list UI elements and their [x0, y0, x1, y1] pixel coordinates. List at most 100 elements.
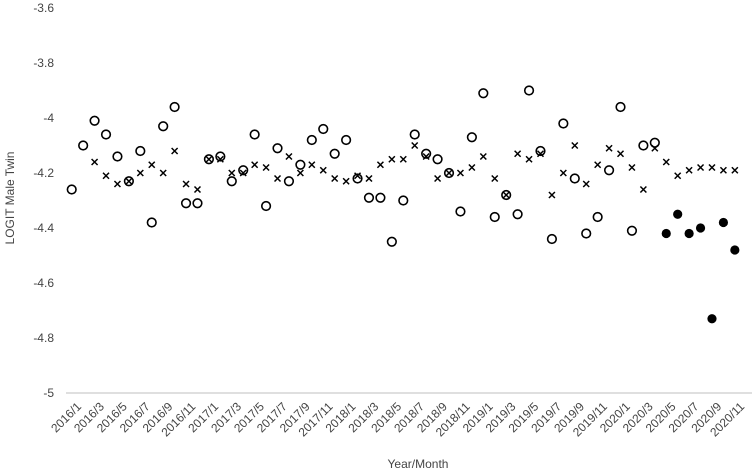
- x-marker-point: [571, 141, 579, 150]
- open-circle-point: [295, 159, 306, 170]
- open-circle-point: [226, 176, 237, 187]
- filled-circle-point: [695, 223, 706, 233]
- open-circle-point: [203, 154, 215, 165]
- x-marker-point: [639, 185, 647, 194]
- x-marker-point: [354, 172, 362, 180]
- open-circle-point: [421, 148, 432, 159]
- open-circle-point: [283, 176, 295, 187]
- x-marker-point: [193, 185, 202, 194]
- data-points: [66, 85, 740, 324]
- open-circle-point: [558, 118, 569, 129]
- filled-circle-point: [707, 314, 717, 324]
- x-marker-point: [296, 169, 304, 177]
- open-circle-point: [375, 192, 386, 203]
- x-marker-point: [525, 155, 533, 163]
- x-marker-point: [136, 169, 144, 177]
- x-marker-point: [376, 161, 384, 169]
- open-circle-point: [89, 115, 100, 126]
- y-tick-label: -4.8: [33, 331, 54, 345]
- x-marker-point: [662, 158, 670, 166]
- x-marker-point: [159, 169, 167, 177]
- x-marker-point: [388, 155, 396, 163]
- open-circle-point: [169, 101, 180, 113]
- open-circle-point: [260, 200, 272, 212]
- x-marker-point: [468, 163, 476, 172]
- x-marker-point: [125, 177, 133, 185]
- open-circle-point: [135, 145, 146, 157]
- x-marker-point: [514, 150, 522, 158]
- x-marker-point: [491, 174, 499, 183]
- x-marker-point: [582, 180, 590, 188]
- open-circle-point: [66, 184, 77, 195]
- open-circle-point: [489, 211, 500, 223]
- open-circle-point: [272, 143, 283, 154]
- filled-circle-point: [718, 217, 729, 228]
- open-circle-point: [123, 176, 134, 187]
- x-marker-point: [91, 158, 99, 166]
- x-marker-point: [616, 150, 625, 158]
- open-circle-point: [512, 209, 523, 220]
- open-circle-point: [363, 192, 375, 203]
- open-circle-point: [192, 198, 203, 209]
- x-marker-point: [205, 155, 213, 163]
- x-marker-point: [262, 163, 270, 172]
- y-axis-label: LOGIT Male Twin: [3, 152, 17, 245]
- x-marker-point: [182, 180, 190, 188]
- x-marker-point: [273, 174, 282, 183]
- x-marker-point: [651, 144, 659, 152]
- open-circle-point: [581, 228, 592, 239]
- y-tick-label: -4.4: [33, 221, 54, 235]
- y-tick-label: -4: [43, 111, 54, 125]
- x-marker-point: [719, 166, 727, 174]
- x-marker-point: [434, 174, 442, 183]
- x-marker-point: [605, 144, 613, 152]
- x-marker-point: [708, 163, 716, 172]
- open-circle-point: [100, 129, 112, 140]
- open-circle-point: [180, 198, 192, 209]
- filled-circle-point: [661, 228, 671, 239]
- open-circle-point: [318, 123, 329, 135]
- y-axis: -3.6 -3.8 -4 -4.2 -4.4 -4.6 -4.8 -5: [33, 1, 54, 400]
- open-circle-point: [535, 145, 546, 157]
- x-marker-point: [228, 169, 236, 177]
- x-axis: 2016/12016/32016/52016/72016/92016/11201…: [48, 392, 752, 439]
- open-circle-point: [78, 140, 89, 151]
- x-marker-point: [674, 172, 682, 180]
- open-circle-point: [409, 129, 420, 140]
- y-tick-label: -4.6: [33, 276, 54, 290]
- open-circle-point: [158, 121, 169, 132]
- x-marker-point: [308, 161, 316, 169]
- y-tick-label: -4.2: [33, 166, 54, 180]
- open-circle-point: [238, 165, 249, 176]
- filled-circle-point: [730, 245, 740, 255]
- x-marker-point: [594, 161, 602, 169]
- x-marker-point: [536, 150, 545, 158]
- open-circle-point: [432, 154, 443, 165]
- open-circle-point: [455, 206, 466, 217]
- x-marker-point: [171, 147, 179, 155]
- open-circle-point: [352, 173, 363, 184]
- x-marker-point: [559, 169, 567, 177]
- x-marker-point: [319, 166, 327, 174]
- open-circle-point: [398, 195, 409, 206]
- x-marker-point: [239, 169, 247, 177]
- open-circle-point: [649, 137, 660, 148]
- y-tick-label: -3.8: [33, 56, 54, 70]
- open-circle-point: [626, 225, 638, 236]
- x-marker-point: [685, 166, 693, 174]
- filled-circle-point: [673, 209, 683, 219]
- open-circle-point: [478, 88, 489, 99]
- x-marker-point: [422, 152, 430, 161]
- x-marker-point: [445, 169, 453, 177]
- open-circle-point: [443, 167, 455, 179]
- open-circle-point: [146, 217, 157, 228]
- x-marker-point: [365, 174, 373, 183]
- open-circle-point: [215, 151, 226, 162]
- x-marker-point: [342, 177, 350, 185]
- open-circle-point: [615, 101, 626, 113]
- open-circle-point: [592, 211, 603, 223]
- x-marker-point: [251, 161, 259, 169]
- open-circle-point: [386, 236, 397, 247]
- x-marker-point: [697, 163, 705, 172]
